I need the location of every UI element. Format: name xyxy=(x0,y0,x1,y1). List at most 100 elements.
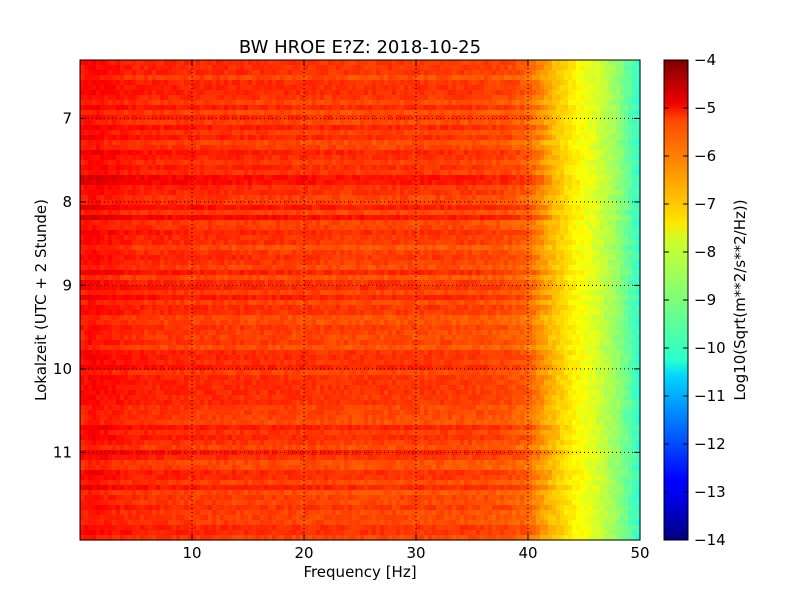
heatmap-cell xyxy=(100,175,105,181)
heatmap-cell xyxy=(228,415,233,421)
heatmap-cell xyxy=(252,480,257,486)
heatmap-cell xyxy=(128,180,133,186)
heatmap-cell xyxy=(252,410,257,416)
heatmap-cell xyxy=(280,140,285,146)
heatmap-cell xyxy=(136,410,141,416)
heatmap-cell xyxy=(108,120,113,126)
heatmap-cell xyxy=(244,440,249,446)
heatmap-cell xyxy=(188,370,193,376)
heatmap-cell xyxy=(168,455,173,461)
heatmap-cell xyxy=(240,240,245,246)
heatmap-cell xyxy=(84,170,89,176)
heatmap-cell xyxy=(256,285,261,291)
heatmap-cell xyxy=(216,235,221,241)
heatmap-cell xyxy=(232,385,237,391)
heatmap-cell xyxy=(168,395,173,401)
heatmap-cell xyxy=(216,445,221,451)
heatmap-cell xyxy=(128,225,133,231)
heatmap-cell xyxy=(196,65,201,71)
heatmap-cell xyxy=(232,400,237,406)
heatmap-cell xyxy=(228,480,233,486)
heatmap-cell xyxy=(200,255,205,261)
heatmap-cell xyxy=(104,415,109,421)
heatmap-cell xyxy=(180,205,185,211)
heatmap-cell xyxy=(228,280,233,286)
heatmap-cell xyxy=(116,310,121,316)
heatmap-cell xyxy=(264,425,269,431)
heatmap-cell xyxy=(188,155,193,161)
heatmap-cell xyxy=(188,270,193,276)
heatmap-cell xyxy=(268,205,273,211)
heatmap-cell xyxy=(120,530,125,536)
heatmap-cell xyxy=(252,405,257,411)
heatmap-cell xyxy=(192,535,197,541)
heatmap-cell xyxy=(108,370,113,376)
heatmap-cell xyxy=(224,395,229,401)
heatmap-cell xyxy=(256,250,261,256)
heatmap-cell xyxy=(204,170,209,176)
heatmap-cell xyxy=(212,220,217,226)
heatmap-cell xyxy=(276,75,281,81)
heatmap-cell xyxy=(256,350,261,356)
heatmap-cell xyxy=(124,135,129,141)
heatmap-cell xyxy=(280,110,285,116)
heatmap-cell xyxy=(96,360,101,366)
heatmap-cell xyxy=(268,110,273,116)
heatmap-cell xyxy=(216,115,221,121)
heatmap-cell xyxy=(184,365,189,371)
heatmap-cell xyxy=(108,485,113,491)
heatmap-cell xyxy=(92,280,97,286)
heatmap-cell xyxy=(224,335,229,341)
heatmap-cell xyxy=(264,140,269,146)
heatmap-cell xyxy=(172,355,177,361)
heatmap-cell xyxy=(256,245,261,251)
heatmap-cell xyxy=(84,335,89,341)
heatmap-cell xyxy=(224,70,229,76)
heatmap-cell xyxy=(188,280,193,286)
heatmap-cell xyxy=(152,245,157,251)
heatmap-cell xyxy=(216,460,221,466)
heatmap-cell xyxy=(260,390,265,396)
heatmap-cell xyxy=(88,70,93,76)
heatmap-cell xyxy=(276,495,281,501)
heatmap-cell xyxy=(108,80,113,86)
heatmap-cell xyxy=(136,205,141,211)
heatmap-cell xyxy=(148,170,153,176)
heatmap-cell xyxy=(116,525,121,531)
heatmap-cell xyxy=(84,405,89,411)
heatmap-cell xyxy=(100,230,105,236)
heatmap-cell xyxy=(220,490,225,496)
heatmap-cell xyxy=(252,110,257,116)
heatmap-cell xyxy=(212,85,217,91)
heatmap-cell xyxy=(92,270,97,276)
heatmap-cell xyxy=(248,200,253,206)
heatmap-cell xyxy=(208,480,213,486)
heatmap-cell xyxy=(224,450,229,456)
heatmap-cell xyxy=(96,95,101,101)
heatmap-cell xyxy=(252,415,257,421)
heatmap-cell xyxy=(284,330,289,336)
heatmap-cell xyxy=(244,95,249,101)
heatmap-cell xyxy=(120,260,125,266)
heatmap-cell xyxy=(208,265,213,271)
heatmap-cell xyxy=(124,330,129,336)
heatmap-cell xyxy=(236,265,241,271)
heatmap-cell xyxy=(248,405,253,411)
heatmap-cell xyxy=(168,460,173,466)
heatmap-cell xyxy=(112,355,117,361)
heatmap-cell xyxy=(160,130,165,136)
heatmap-cell xyxy=(224,145,229,151)
heatmap-cell xyxy=(216,375,221,381)
heatmap-cell xyxy=(180,350,185,356)
heatmap-cell xyxy=(184,490,189,496)
heatmap-cell xyxy=(228,235,233,241)
heatmap-cell xyxy=(144,370,149,376)
heatmap-cell xyxy=(192,340,197,346)
heatmap-cell xyxy=(196,225,201,231)
heatmap-cell xyxy=(216,340,221,346)
heatmap-cell xyxy=(120,175,125,181)
heatmap-cell xyxy=(180,405,185,411)
heatmap-cell xyxy=(116,330,121,336)
heatmap-cell xyxy=(172,380,177,386)
heatmap-cell xyxy=(224,210,229,216)
